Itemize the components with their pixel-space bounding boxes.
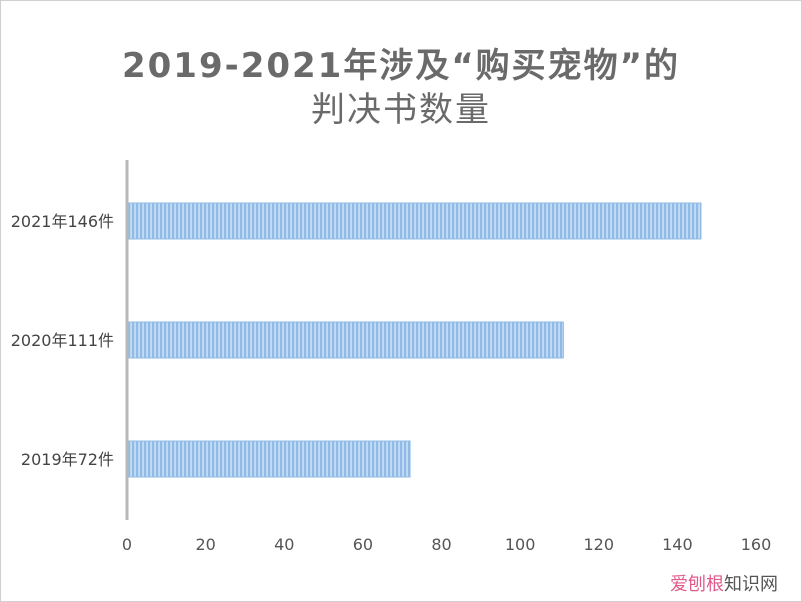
watermark-part1: 爱刨根: [670, 574, 724, 595]
bar-0: [127, 440, 411, 478]
y-tick-label-0: 2019年72件: [21, 450, 114, 469]
x-tick-label-5: 100: [505, 535, 536, 554]
x-tick-label-7: 140: [662, 535, 693, 554]
watermark: 爱刨根知识网: [670, 570, 778, 596]
y-tick-label-2: 2021年146件: [11, 212, 114, 231]
bar-1: [127, 321, 564, 359]
y-tick-label-1: 2020年111件: [11, 331, 114, 350]
x-tick-label-1: 20: [195, 535, 215, 554]
chart-title: 2019-2021年涉及“购买宠物”的 判决书数量: [0, 44, 802, 132]
bar-2: [127, 202, 702, 240]
x-tick-label-2: 40: [274, 535, 294, 554]
chart-title-line1: 2019-2021年涉及“购买宠物”的: [121, 46, 681, 86]
x-tick-label-4: 80: [431, 535, 451, 554]
x-tick-label-3: 60: [353, 535, 373, 554]
x-tick-label-0: 0: [122, 535, 132, 554]
chart-title-line2: 判决书数量: [311, 90, 491, 130]
watermark-part2: 知识网: [724, 574, 778, 595]
x-tick-label-8: 160: [741, 535, 772, 554]
x-tick-label-6: 120: [583, 535, 614, 554]
